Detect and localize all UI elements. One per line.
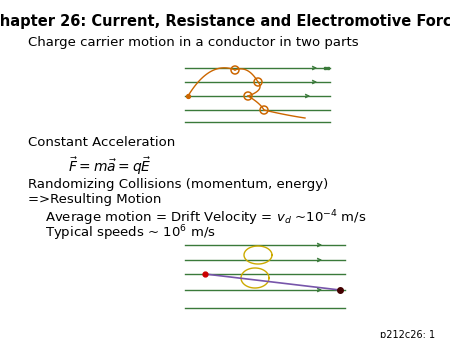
Text: Randomizing Collisions (momentum, energy): Randomizing Collisions (momentum, energy… (28, 178, 328, 191)
Text: Typical speeds ~ $10^6$ m/s: Typical speeds ~ $10^6$ m/s (45, 223, 216, 243)
Text: =>Resulting Motion: =>Resulting Motion (28, 193, 162, 206)
Text: $\vec{F} = m\vec{a} = q\vec{E}$: $\vec{F} = m\vec{a} = q\vec{E}$ (68, 155, 152, 177)
Text: Average motion = Drift Velocity = $v_d$ ~$10^{-4}$ m/s: Average motion = Drift Velocity = $v_d$ … (45, 208, 366, 227)
Text: Chapter 26: Current, Resistance and Electromotive Force: Chapter 26: Current, Resistance and Elec… (0, 14, 450, 29)
Text: p212c26: 1: p212c26: 1 (380, 330, 435, 338)
Text: Charge carrier motion in a conductor in two parts: Charge carrier motion in a conductor in … (28, 36, 359, 49)
Text: Constant Acceleration: Constant Acceleration (28, 136, 175, 149)
